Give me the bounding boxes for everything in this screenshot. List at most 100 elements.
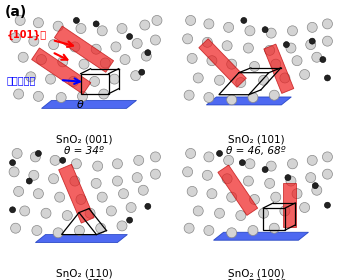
Circle shape (306, 172, 316, 183)
Circle shape (292, 189, 302, 199)
Circle shape (53, 228, 63, 238)
Circle shape (183, 34, 192, 44)
Circle shape (204, 92, 214, 102)
Circle shape (204, 152, 214, 162)
Circle shape (62, 211, 72, 221)
Circle shape (33, 189, 44, 199)
Circle shape (126, 202, 136, 213)
Circle shape (132, 38, 142, 48)
Circle shape (76, 24, 86, 34)
Circle shape (26, 178, 32, 184)
Circle shape (18, 52, 28, 62)
Circle shape (227, 95, 237, 105)
Circle shape (215, 75, 224, 85)
Circle shape (204, 225, 214, 235)
Circle shape (97, 192, 107, 202)
Circle shape (269, 223, 279, 233)
Circle shape (193, 206, 203, 216)
Circle shape (245, 159, 255, 169)
Circle shape (106, 206, 116, 216)
Circle shape (11, 33, 21, 43)
Polygon shape (206, 97, 291, 105)
Polygon shape (283, 183, 296, 227)
Text: θ = 67º: θ = 67º (64, 279, 104, 280)
Circle shape (85, 208, 95, 218)
Circle shape (222, 174, 232, 184)
Circle shape (32, 225, 42, 235)
Circle shape (117, 221, 127, 231)
Circle shape (312, 52, 322, 62)
Circle shape (96, 223, 106, 233)
Circle shape (138, 185, 148, 195)
Circle shape (49, 39, 58, 50)
Text: $\theta$: $\theta$ (76, 98, 84, 110)
Circle shape (93, 21, 99, 27)
Circle shape (71, 159, 81, 169)
Circle shape (322, 19, 333, 29)
Circle shape (78, 91, 87, 101)
Circle shape (26, 72, 36, 82)
Circle shape (12, 148, 22, 158)
Circle shape (269, 90, 279, 100)
Circle shape (132, 172, 142, 183)
Circle shape (145, 50, 151, 56)
Circle shape (184, 223, 194, 233)
Circle shape (150, 152, 160, 162)
Circle shape (288, 159, 298, 169)
Circle shape (74, 225, 84, 235)
Text: θ = 46, 68º: θ = 46, 68º (226, 146, 286, 156)
Circle shape (265, 178, 275, 188)
Circle shape (288, 26, 298, 36)
Text: SnO₂ (001): SnO₂ (001) (56, 135, 112, 145)
Circle shape (186, 148, 196, 158)
Circle shape (41, 208, 51, 218)
Circle shape (248, 92, 258, 102)
Text: {101}面: {101}面 (7, 30, 47, 40)
Circle shape (90, 76, 100, 87)
Circle shape (109, 74, 119, 84)
Circle shape (322, 169, 333, 179)
Circle shape (91, 44, 101, 54)
Text: SnO₂ (101): SnO₂ (101) (228, 135, 284, 145)
Circle shape (29, 36, 39, 46)
Polygon shape (218, 165, 258, 215)
Circle shape (68, 76, 78, 87)
Circle shape (141, 51, 151, 61)
Circle shape (280, 73, 290, 83)
Text: θ = 34º: θ = 34º (64, 146, 104, 156)
Circle shape (204, 19, 214, 29)
Text: 薄膜成長面: 薄膜成長面 (7, 75, 36, 85)
Circle shape (119, 189, 129, 199)
Circle shape (320, 57, 326, 62)
Circle shape (150, 169, 160, 179)
Text: (a): (a) (5, 5, 27, 19)
Circle shape (259, 75, 269, 85)
Text: θ = 56, 90º: θ = 56, 90º (226, 279, 286, 280)
Circle shape (236, 78, 246, 88)
Circle shape (49, 174, 58, 184)
Circle shape (139, 69, 145, 75)
Circle shape (250, 194, 259, 204)
Polygon shape (58, 164, 94, 223)
Circle shape (55, 192, 65, 202)
Polygon shape (54, 26, 114, 72)
Text: SnO₂ (100): SnO₂ (100) (228, 268, 284, 278)
Circle shape (9, 167, 19, 177)
Circle shape (266, 161, 276, 171)
Circle shape (241, 17, 247, 24)
Circle shape (307, 22, 317, 32)
Circle shape (300, 69, 310, 80)
Circle shape (70, 176, 80, 186)
Circle shape (91, 178, 101, 188)
Circle shape (117, 24, 127, 34)
Circle shape (131, 71, 141, 81)
Circle shape (193, 73, 203, 83)
Circle shape (271, 192, 281, 202)
Circle shape (100, 58, 110, 68)
Circle shape (300, 202, 310, 213)
Circle shape (309, 38, 315, 44)
Circle shape (53, 21, 63, 31)
Circle shape (113, 176, 122, 186)
Circle shape (14, 186, 24, 196)
Circle shape (284, 42, 289, 48)
